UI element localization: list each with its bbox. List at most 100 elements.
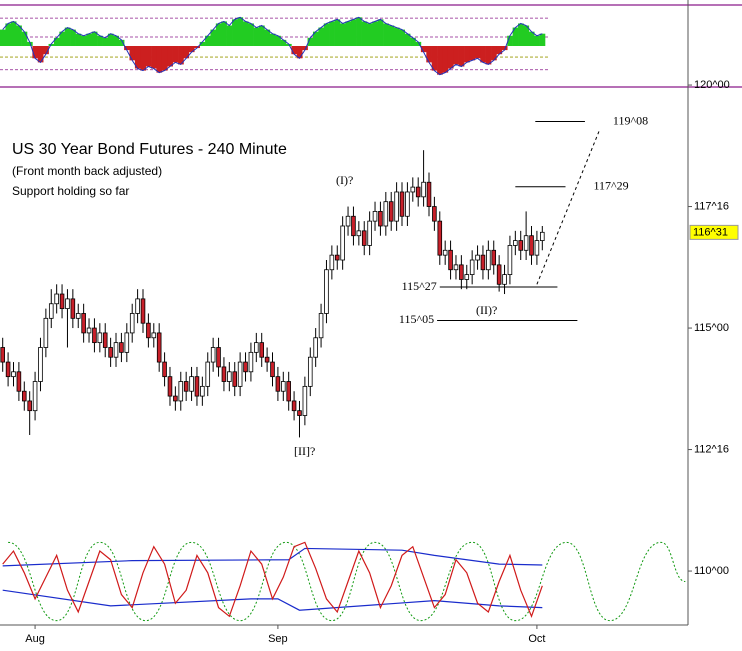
histogram-bar bbox=[388, 25, 395, 46]
histogram-bar bbox=[372, 21, 379, 46]
histogram-bar bbox=[161, 46, 168, 71]
candle-body bbox=[513, 240, 518, 246]
candle-body bbox=[21, 390, 27, 402]
histogram-bar bbox=[48, 43, 55, 46]
histogram-bar bbox=[232, 19, 238, 46]
candle-body bbox=[108, 347, 113, 358]
candle-body bbox=[469, 259, 475, 275]
candle-body bbox=[216, 347, 221, 368]
candle-body bbox=[97, 332, 103, 344]
histogram-bar bbox=[178, 46, 184, 65]
histogram-bar bbox=[124, 46, 130, 51]
candle-body bbox=[75, 313, 81, 319]
candle-body bbox=[205, 361, 211, 387]
level-label: 117^29 bbox=[594, 179, 629, 193]
level-label: 115^05 bbox=[399, 312, 434, 326]
candle-body bbox=[146, 322, 151, 339]
histogram-bar bbox=[259, 25, 265, 46]
histogram-bar bbox=[474, 46, 481, 59]
candle-body bbox=[210, 347, 216, 363]
wave-annotation: (II)? bbox=[476, 303, 497, 317]
candle-body bbox=[313, 337, 318, 358]
candle-body bbox=[383, 201, 389, 227]
x-tick-label: Oct bbox=[528, 633, 545, 645]
histogram-bar bbox=[113, 35, 120, 46]
candle-body bbox=[518, 240, 524, 251]
histogram-bar bbox=[107, 33, 114, 46]
candle-body bbox=[189, 376, 194, 392]
indicator-line bbox=[2, 541, 543, 618]
candle-body bbox=[437, 220, 443, 256]
candle-body bbox=[65, 298, 70, 310]
candle-body bbox=[237, 361, 243, 387]
histogram-bar bbox=[80, 35, 87, 46]
histogram-bar bbox=[296, 46, 303, 59]
candle-body bbox=[432, 206, 437, 222]
histogram-bar bbox=[399, 29, 406, 46]
candle-body bbox=[135, 298, 140, 314]
histogram-bar bbox=[523, 25, 530, 46]
candle-body bbox=[194, 376, 200, 397]
candle-body bbox=[523, 235, 529, 251]
histogram-bar bbox=[242, 21, 249, 46]
x-tick-label: Aug bbox=[25, 633, 45, 645]
histogram-bar bbox=[345, 21, 352, 46]
candle-body bbox=[318, 313, 324, 339]
histogram-bar bbox=[528, 31, 535, 46]
histogram-bar bbox=[10, 21, 17, 46]
histogram-bar bbox=[221, 21, 227, 46]
candle-body bbox=[399, 191, 405, 217]
candle-body bbox=[92, 327, 97, 344]
candle-body bbox=[324, 269, 329, 314]
candle-body bbox=[243, 361, 248, 373]
histogram-bar bbox=[442, 46, 449, 73]
histogram-bar bbox=[5, 23, 12, 46]
bottom-panel bbox=[2, 541, 686, 622]
histogram-bar bbox=[539, 33, 546, 46]
histogram-bar bbox=[464, 46, 470, 63]
candle-body bbox=[345, 215, 351, 227]
histogram-bar bbox=[512, 27, 519, 46]
histogram-bar bbox=[426, 46, 432, 63]
histogram-bar bbox=[151, 46, 157, 69]
histogram-bar bbox=[226, 25, 233, 46]
wave-annotation: (I)? bbox=[336, 173, 353, 187]
histogram-bar bbox=[318, 27, 325, 46]
candle-body bbox=[119, 342, 124, 353]
candle-body bbox=[5, 361, 11, 378]
histogram-bar bbox=[534, 35, 540, 46]
histogram-bar bbox=[37, 46, 44, 63]
histogram-bar bbox=[361, 21, 368, 46]
wave-annotation: [II]? bbox=[294, 444, 315, 458]
histogram-bar bbox=[248, 23, 254, 46]
candle-body bbox=[351, 215, 356, 237]
y-tick-label: 115^00 bbox=[694, 322, 729, 334]
candle-body bbox=[227, 371, 232, 382]
histogram-bar bbox=[507, 35, 513, 46]
histogram-bar bbox=[410, 37, 416, 46]
candle-body bbox=[356, 230, 362, 237]
x-tick-label: Sep bbox=[268, 633, 288, 645]
candle-body bbox=[0, 347, 5, 363]
histogram-bar bbox=[453, 46, 459, 65]
histogram-bar bbox=[91, 31, 98, 46]
candle-body bbox=[178, 381, 184, 402]
candle-body bbox=[340, 225, 345, 261]
candle-body bbox=[394, 191, 399, 222]
histogram-bar bbox=[307, 37, 314, 46]
histogram-bar bbox=[280, 39, 287, 46]
histogram-bar bbox=[140, 46, 146, 71]
candle-body bbox=[415, 186, 421, 198]
candle-body bbox=[113, 342, 119, 358]
candle-body bbox=[183, 381, 189, 392]
y-tick-label: 117^16 bbox=[694, 200, 729, 212]
candle-body bbox=[496, 264, 502, 285]
y-tick-label: 110^00 bbox=[694, 565, 729, 577]
histogram-bar bbox=[156, 46, 163, 73]
candle-body bbox=[421, 181, 426, 198]
histogram-bar bbox=[393, 27, 400, 46]
chart-subtitle: (Front month back adjusted) bbox=[12, 164, 162, 178]
candle-body bbox=[140, 298, 146, 324]
histogram-bar bbox=[458, 46, 465, 67]
